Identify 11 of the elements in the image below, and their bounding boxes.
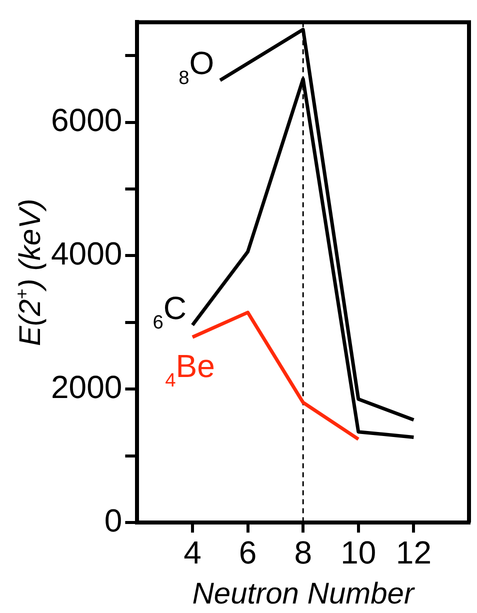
x-tick-label: 4: [184, 534, 202, 571]
y-axis-title: E(2+) (keV): [12, 198, 47, 346]
x-tick-label: 10: [340, 534, 376, 571]
y-tick-label: 6000: [51, 102, 122, 138]
y-tick-label: 0: [104, 502, 122, 538]
x-tick-label: 12: [396, 534, 432, 571]
x-axis-title: Neutron Number: [192, 577, 415, 610]
x-tick-label: 6: [238, 534, 257, 571]
y-tick-label: 2000: [51, 368, 122, 405]
x-tick-label: 8: [294, 534, 312, 571]
y-tick-label: 4000: [51, 236, 122, 272]
